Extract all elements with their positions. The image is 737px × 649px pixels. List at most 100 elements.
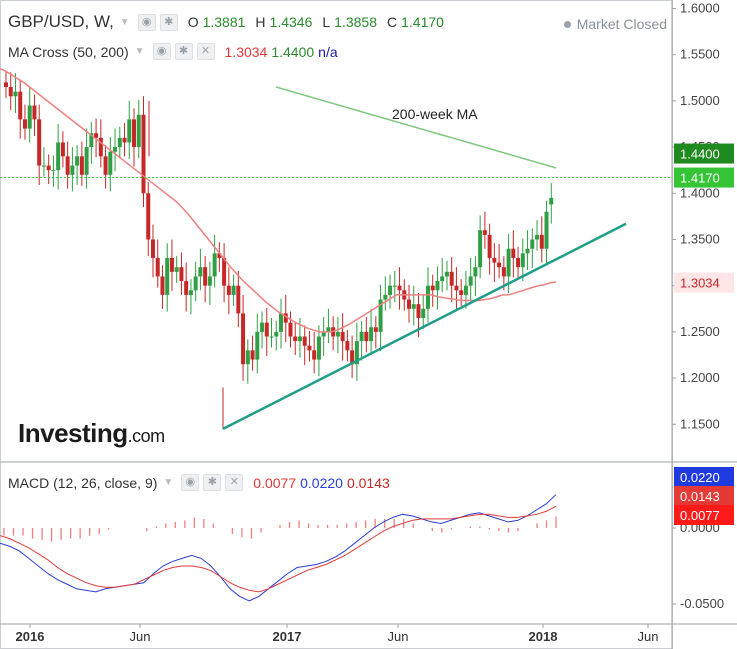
candle-body [188, 290, 193, 295]
candle-body [312, 350, 317, 360]
candle-body [350, 350, 355, 365]
candle-body [421, 308, 426, 319]
candle-body [539, 234, 544, 249]
candle-body [236, 285, 241, 314]
candle-body [89, 133, 94, 148]
candle-body [302, 336, 307, 346]
candle-body [108, 151, 113, 175]
candle-body [250, 350, 255, 360]
candle-body [113, 147, 118, 152]
x-tick-label: Jun [638, 629, 659, 644]
macd-value: 0.0220 [300, 474, 343, 491]
candle-body [37, 119, 42, 166]
candle-body [46, 165, 51, 171]
candle-body [454, 285, 459, 291]
candle-body [141, 114, 146, 194]
close-icon[interactable]: ✕ [196, 43, 215, 60]
ma200-price-tag: 1.4400 [680, 147, 720, 162]
ma-legend: MA Cross (50, 200) ▼ ◉ ✱ ✕ 1.3034 1.4400… [8, 43, 338, 60]
candle-body [264, 322, 269, 337]
candle-body [497, 262, 502, 268]
candle-body [260, 322, 265, 332]
candle-body [364, 331, 369, 342]
candle-body [41, 165, 46, 167]
candle-body [511, 248, 516, 258]
y-tick-label: 1.2000 [680, 370, 720, 385]
candle-body [501, 267, 506, 277]
chevron-down-icon[interactable]: ▼ [134, 46, 145, 57]
candle-body [18, 91, 23, 120]
eye-icon[interactable]: ◉ [137, 13, 156, 31]
candle-body [359, 331, 364, 342]
ma-na-value: n/a [318, 43, 338, 60]
candle-body [174, 267, 179, 272]
candle-body [478, 230, 483, 268]
candle-body [98, 137, 103, 157]
candle-body [146, 193, 151, 240]
candle-body [255, 331, 260, 360]
gear-icon[interactable]: ✱ [203, 474, 222, 491]
candle-body [8, 87, 13, 97]
ma200-line [275, 86, 557, 169]
chevron-down-icon[interactable]: ▼ [119, 16, 130, 28]
gear-icon[interactable]: ✱ [174, 43, 193, 60]
candle-body [459, 290, 464, 295]
candle-body [222, 257, 227, 286]
candle-body [65, 156, 70, 175]
gear-icon[interactable]: ✱ [159, 13, 178, 31]
candle-body [520, 253, 525, 268]
candle-body [435, 281, 440, 291]
candle-body [75, 156, 80, 166]
candle-body [425, 285, 430, 309]
eye-icon[interactable]: ◉ [181, 474, 200, 491]
candle-body [217, 253, 222, 258]
ma-legend-label: MA Cross (50, 200) [8, 43, 129, 60]
candle-body [179, 267, 184, 282]
close-icon[interactable]: ✕ [225, 474, 244, 491]
candle-body [444, 271, 449, 277]
macd-legend: MACD (12, 26, close, 9) ▼ ◉ ✱ ✕ 0.0077 0… [8, 474, 390, 491]
close-price-tag-bg [674, 167, 734, 188]
candle-body [297, 336, 302, 342]
macd-hist-value: 0.0077 [253, 474, 297, 491]
ma50-line [0, 67, 557, 333]
candle-body [60, 142, 65, 157]
candle-body [549, 197, 554, 205]
candle-body [326, 327, 331, 332]
candle-body [32, 105, 37, 120]
macd-line [0, 494, 557, 602]
chevron-down-icon[interactable]: ▼ [163, 477, 174, 488]
candle-body [397, 285, 402, 291]
candle-body [307, 345, 312, 351]
y-tick-label: 1.2500 [680, 324, 720, 339]
signal-price-tag: 0.0143 [680, 489, 720, 504]
candle-body [70, 165, 75, 175]
candle-body [321, 331, 326, 337]
signal-line [0, 505, 557, 593]
ma200-value: 1.4400 [271, 43, 315, 60]
eye-icon[interactable]: ◉ [152, 43, 171, 60]
x-tick-label: 2018 [529, 629, 558, 644]
candle-body [383, 294, 388, 300]
candle-body [132, 119, 137, 148]
low-label: L [322, 14, 331, 30]
candle-body [530, 239, 535, 249]
ma200-annotation: 200-week MA [392, 106, 478, 122]
macd-price-tag: 0.0220 [680, 470, 720, 485]
candle-body [79, 156, 84, 175]
candle-body [84, 147, 89, 175]
open-label: O [187, 14, 199, 30]
candle-body [473, 267, 478, 277]
candle-body [335, 331, 340, 337]
candle-body [27, 105, 32, 129]
macd-y-tick-label: -0.0500 [680, 596, 724, 611]
candle-body [207, 276, 212, 286]
y-tick-label: 1.5500 [680, 47, 720, 62]
macd-legend-label: MACD (12, 26, close, 9) [8, 474, 158, 491]
candle-body [94, 133, 99, 138]
y-tick-label: 1.1500 [680, 416, 720, 431]
market-status: Market Closed [563, 16, 667, 32]
candle-body [279, 313, 283, 332]
candle-body [487, 234, 492, 258]
